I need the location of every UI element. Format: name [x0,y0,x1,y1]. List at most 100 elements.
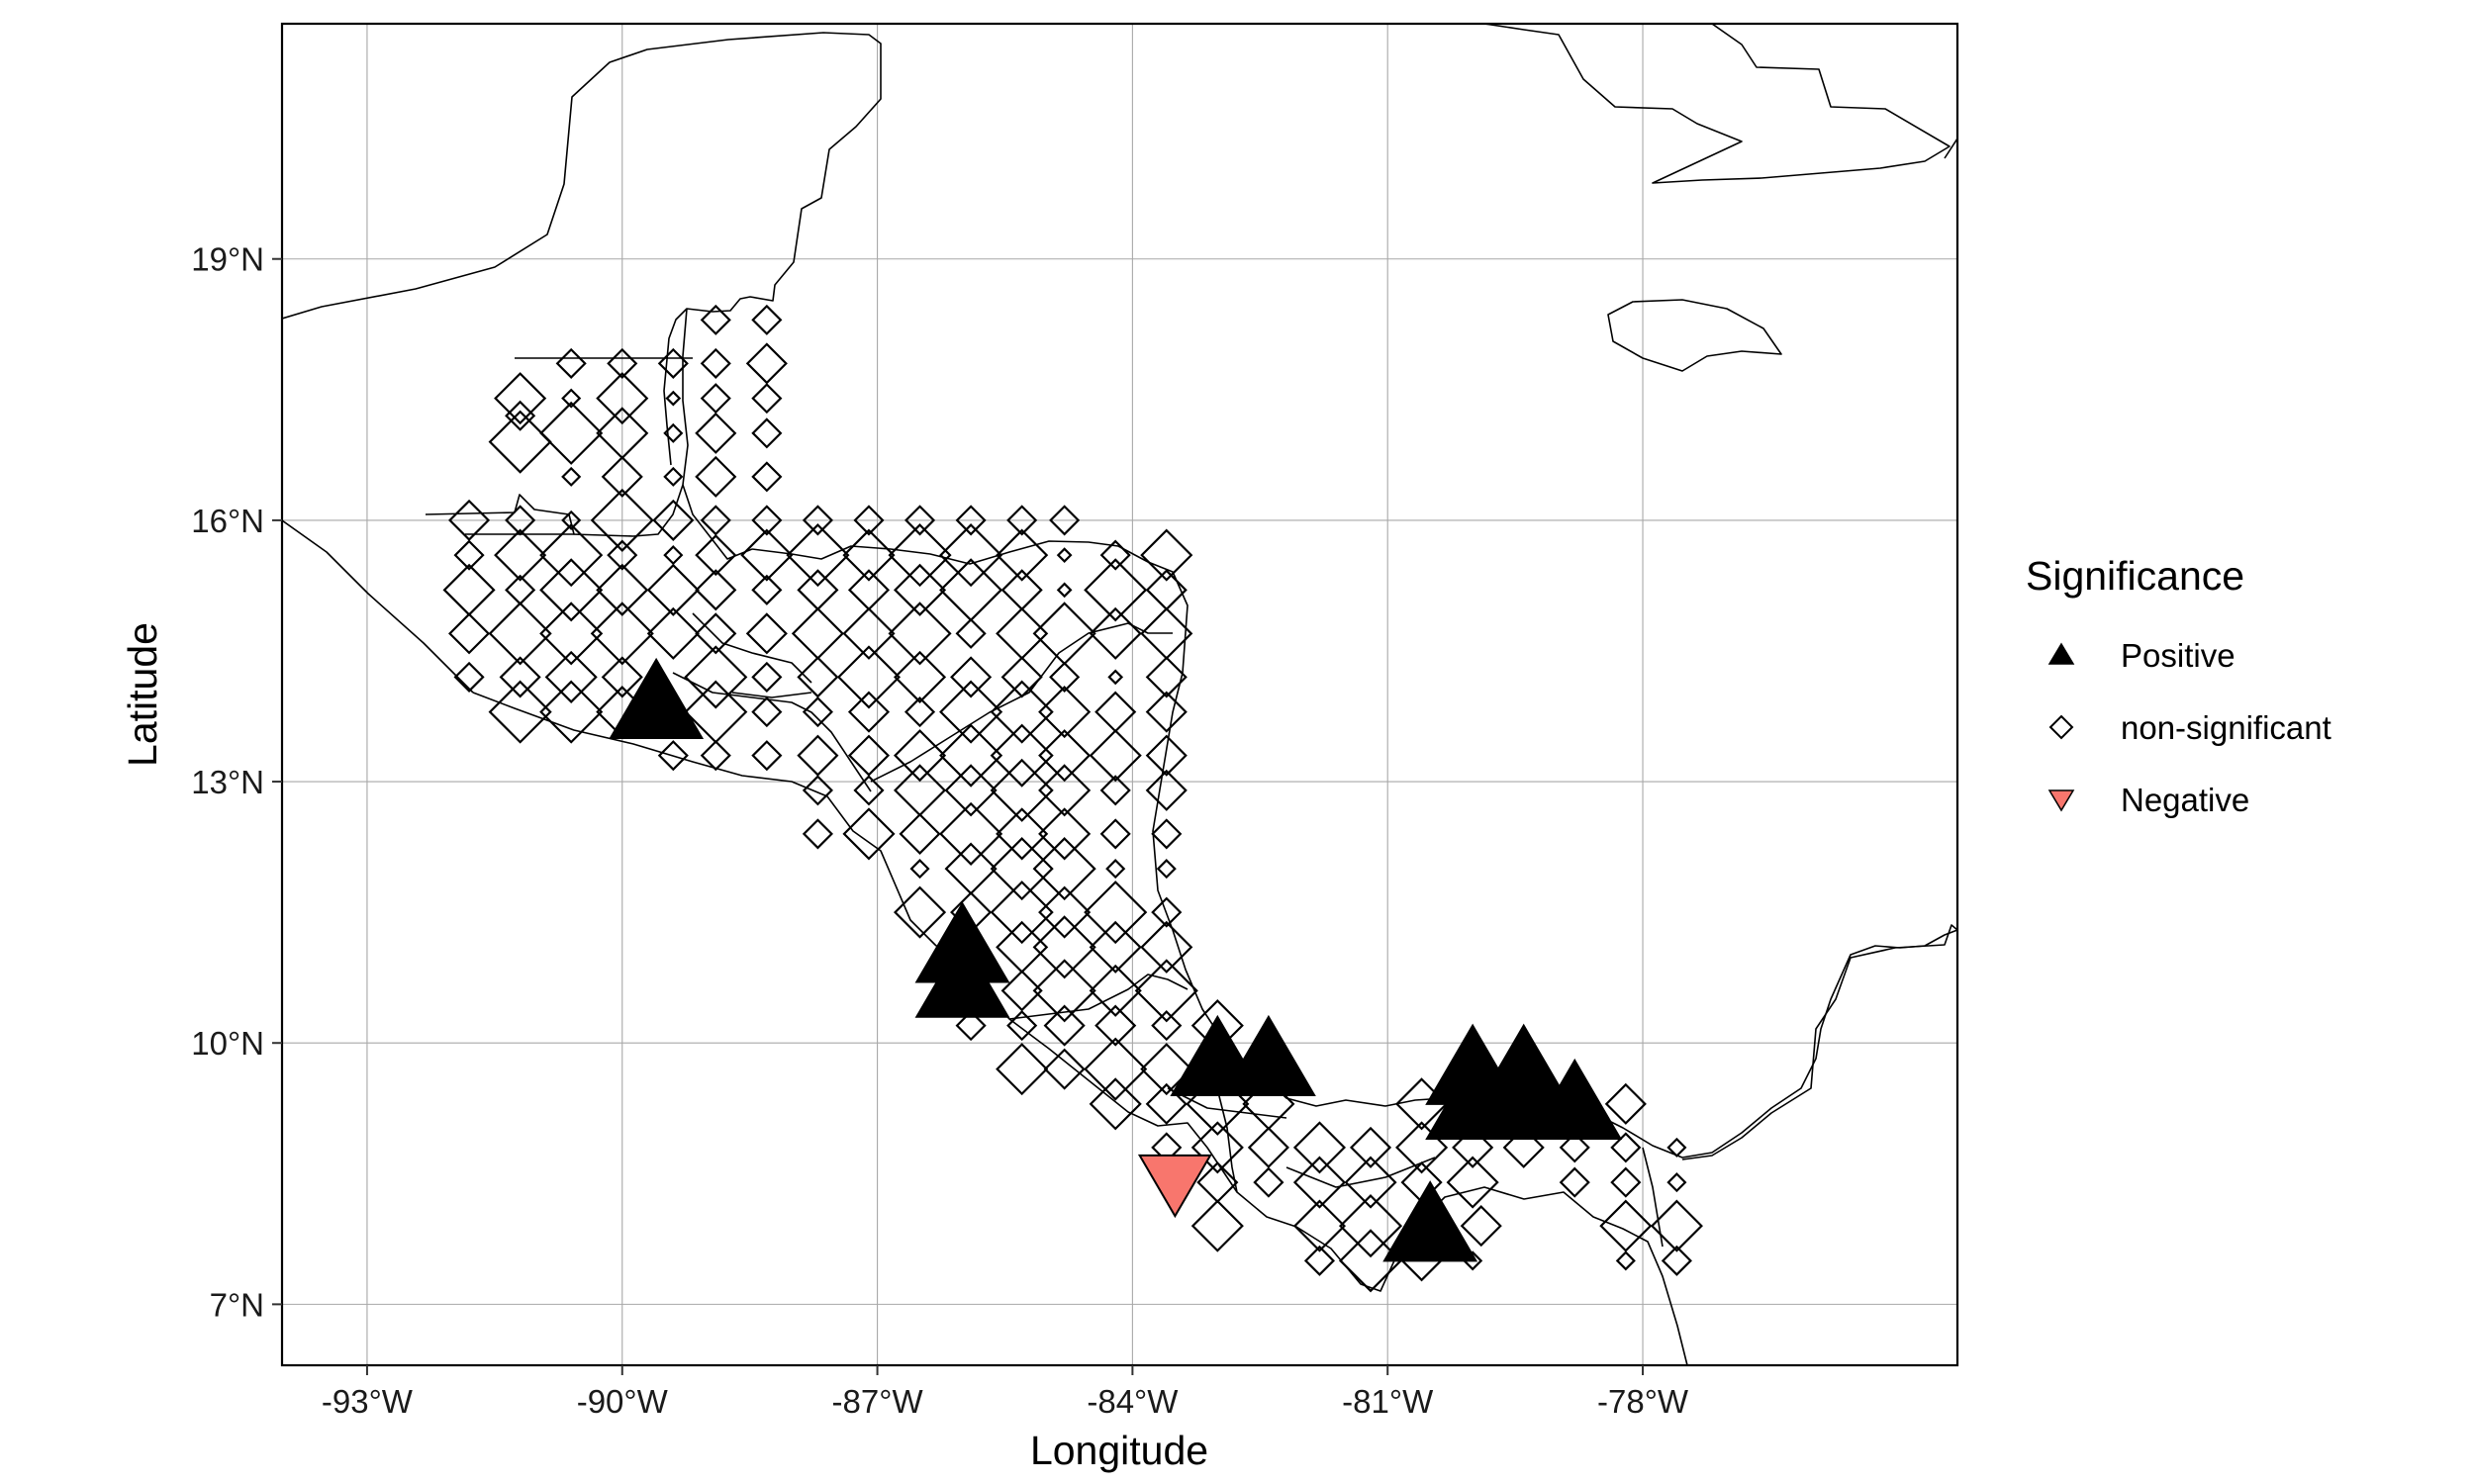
non-significant-marker [561,510,582,530]
legend-negative-symbol [2047,789,2075,812]
x-tick-label: -78°W [1597,1383,1689,1420]
y-tick-label: 19°N [191,241,264,278]
non-significant-marker [453,539,485,571]
y-tick-label: 10°N [191,1025,264,1062]
non-significant-marker [1084,1037,1148,1101]
non-significant-marker [1032,837,1096,901]
non-significant-marker [1006,505,1038,536]
data-points [442,304,1703,1293]
legend-title: Significance [2026,553,2244,599]
non-significant-marker [1145,734,1188,777]
non-significant-marker [802,505,833,536]
x-tick-label: -81°W [1342,1383,1434,1420]
non-significant-marker [1038,807,1092,861]
pacific-coastline [472,692,1688,1365]
non-significant-marker [1038,764,1092,817]
coastlines-and-borders [282,24,1957,1365]
x-tick-label: -87°W [832,1383,924,1420]
non-significant-marker [939,723,1003,788]
non-significant-marker [1666,1172,1687,1193]
jamaica-coastline [1607,299,1782,372]
non-significant-marker [751,417,783,449]
non-significant-marker [802,818,833,850]
non-significant-marker [1038,686,1092,739]
non-significant-marker [751,304,783,335]
y-axis-title: Latitude [120,622,165,767]
non-significant-marker [990,837,1054,901]
non-significant-marker [751,383,783,415]
non-significant-marker [1661,1245,1692,1276]
non-significant-marker [1338,1194,1403,1258]
non-significant-marker [888,523,952,588]
non-significant-marker [1253,1166,1285,1198]
non-significant-marker [990,680,1054,744]
non-significant-marker [1610,1166,1642,1198]
positive-marker [1382,1180,1478,1262]
non-significant-marker [1151,818,1183,850]
non-significant-marker [1344,1156,1397,1209]
non-significant-marker [695,612,737,655]
grid-lines [282,24,1957,1365]
non-significant-marker [596,372,649,425]
non-significant-marker [751,574,783,605]
non-significant-marker [751,696,783,728]
non-significant-marker [1502,1126,1545,1168]
non-significant-marker [539,401,604,465]
non-significant-marker [990,758,1054,822]
non-significant-marker [1032,959,1096,1023]
colombia-coastline [1681,924,1957,1160]
cuba-coastline [1483,24,1951,184]
non-significant-marker [1151,896,1183,928]
y-tick-label: 7°N [210,1286,264,1323]
non-significant-marker [505,400,536,431]
non-significant-marker [1099,818,1131,850]
non-significant-marker [601,455,643,498]
non-significant-marker [996,807,1049,861]
non-significant-marker [1446,1156,1499,1209]
non-significant-marker [596,563,649,616]
non-significant-marker [1038,729,1092,783]
panel-border [280,22,1959,1367]
non-significant-marker [1134,959,1198,1023]
non-significant-marker [939,801,1003,866]
non-significant-marker [1084,558,1148,622]
non-significant-marker [1190,1121,1244,1174]
non-significant-marker [1452,1126,1494,1168]
non-significant-marker [1559,1166,1590,1198]
non-significant-marker [652,499,695,541]
positive-marker [1527,1058,1623,1141]
non-significant-marker [561,388,582,409]
non-significant-marker [751,461,783,493]
non-significant-marker [684,645,748,709]
mexico-guatemala-border [425,494,575,535]
non-significant-marker [1043,1004,1086,1047]
legend-label: Negative [2121,782,2249,818]
non-significant-marker [802,775,833,806]
non-significant-marker [751,740,783,772]
negative-marker [1137,1154,1212,1219]
positive-marker [1220,1014,1316,1097]
non-significant-marker [1604,1082,1647,1125]
non-significant-marker [1107,669,1124,686]
internal-boundary-lines [731,692,1436,1188]
non-significant-marker [663,545,684,566]
x-axis-title: Longitude [1030,1428,1208,1473]
non-significant-marker [590,488,654,552]
honduras-nicaragua-border [870,622,1173,783]
non-significant-marker [939,680,1003,744]
non-significant-marker [888,602,952,666]
non-significant-marker [955,1010,987,1042]
non-significant-marker [1145,769,1188,811]
non-significant-marker [1559,1132,1590,1163]
non-significant-marker [751,505,783,536]
x-tick-label: -90°W [577,1383,669,1420]
legend-label: non-significant [2121,709,2331,746]
non-significant-marker [1043,1048,1086,1090]
non-significant-marker [555,347,587,379]
non-significant-marker [1140,920,1193,974]
positive-marker [914,936,1010,1018]
non-significant-marker [1303,1245,1336,1276]
non-significant-marker [505,505,536,536]
non-significant-marker [1460,1205,1502,1248]
